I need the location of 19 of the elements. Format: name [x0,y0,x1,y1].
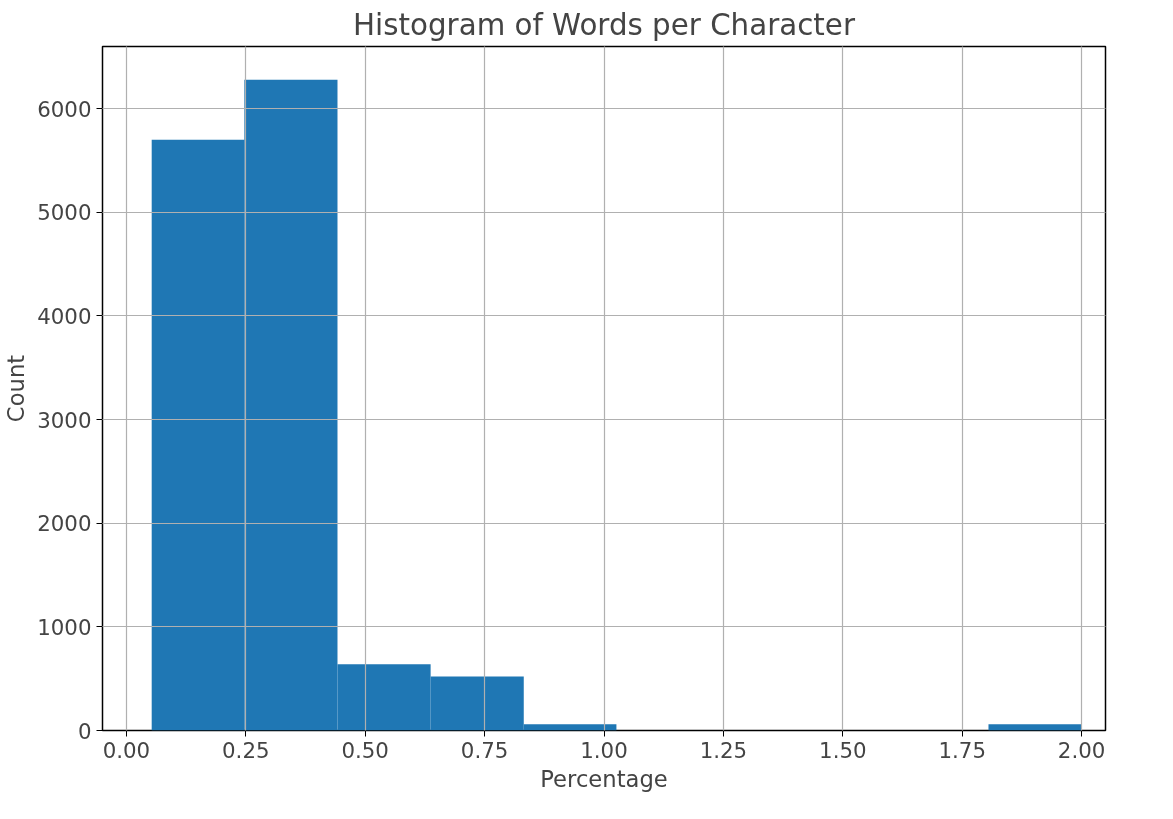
y-tick-label: 4000 [37,303,92,329]
y-tick-label: 0 [77,718,92,744]
x-tick-label: 1.75 [938,737,986,763]
y-tick-label: 2000 [37,511,92,537]
y-axis-title: Count [3,354,30,423]
y-tick-label: 3000 [37,407,92,433]
x-axis-title: Percentage [540,765,668,792]
x-tick-label: 1.50 [819,737,867,763]
y-tick-label: 6000 [37,96,92,122]
x-tick-label: 0.25 [222,737,270,763]
x-tick-label: 1.00 [580,737,628,763]
x-tick-label: 1.25 [699,737,748,763]
x-tick-label: 0.75 [460,737,509,763]
x-tick-label: 2.00 [1057,737,1106,763]
x-tick-label: 0.00 [102,737,151,763]
y-tick-label: 1000 [37,614,92,640]
x-tick-label: 0.50 [341,737,389,763]
chart-title: Histogram of Words per Character [353,7,856,42]
y-tick-label: 5000 [37,200,92,226]
